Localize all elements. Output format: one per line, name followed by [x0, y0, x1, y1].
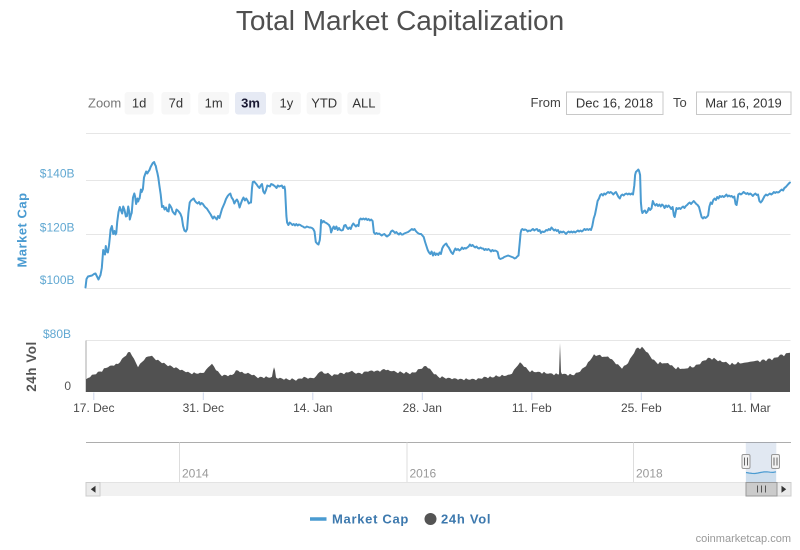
svg-text:Total Market Capitalization: Total Market Capitalization	[236, 5, 564, 36]
svg-text:$100B: $100B	[40, 273, 75, 287]
svg-text:25. Feb: 25. Feb	[621, 401, 662, 415]
svg-text:Market Cap: Market Cap	[15, 192, 30, 267]
svg-text:Dec 16, 2018: Dec 16, 2018	[576, 96, 653, 111]
svg-text:0: 0	[64, 379, 71, 393]
svg-text:31. Dec: 31. Dec	[183, 401, 224, 415]
svg-text:11. Feb: 11. Feb	[512, 401, 552, 415]
svg-text:ALL: ALL	[352, 96, 375, 111]
svg-text:17. Dec: 17. Dec	[73, 401, 114, 415]
svg-text:3m: 3m	[241, 96, 260, 111]
svg-text:1m: 1m	[205, 96, 223, 111]
svg-text:YTD: YTD	[311, 96, 337, 111]
svg-text:From: From	[531, 95, 561, 110]
svg-text:7d: 7d	[169, 96, 183, 111]
svg-text:2016: 2016	[410, 467, 437, 481]
svg-text:14. Jan: 14. Jan	[293, 401, 332, 415]
svg-text:Zoom: Zoom	[88, 96, 121, 111]
svg-text:$120B: $120B	[40, 221, 75, 235]
svg-text:coinmarketcap.com: coinmarketcap.com	[696, 533, 791, 545]
svg-text:2018: 2018	[636, 467, 663, 481]
svg-text:Market Cap: Market Cap	[332, 512, 409, 527]
svg-text:To: To	[673, 95, 687, 110]
svg-text:24h Vol: 24h Vol	[441, 512, 491, 527]
svg-text:$140B: $140B	[40, 167, 75, 181]
svg-text:1y: 1y	[280, 96, 294, 111]
svg-text:24h Vol: 24h Vol	[24, 341, 39, 392]
svg-text:1d: 1d	[132, 96, 146, 111]
svg-text:$80B: $80B	[43, 327, 71, 341]
svg-text:28. Jan: 28. Jan	[403, 401, 442, 415]
svg-text:Mar 16, 2019: Mar 16, 2019	[705, 96, 782, 111]
svg-text:11. Mar: 11. Mar	[731, 401, 771, 415]
svg-text:2014: 2014	[182, 467, 209, 481]
